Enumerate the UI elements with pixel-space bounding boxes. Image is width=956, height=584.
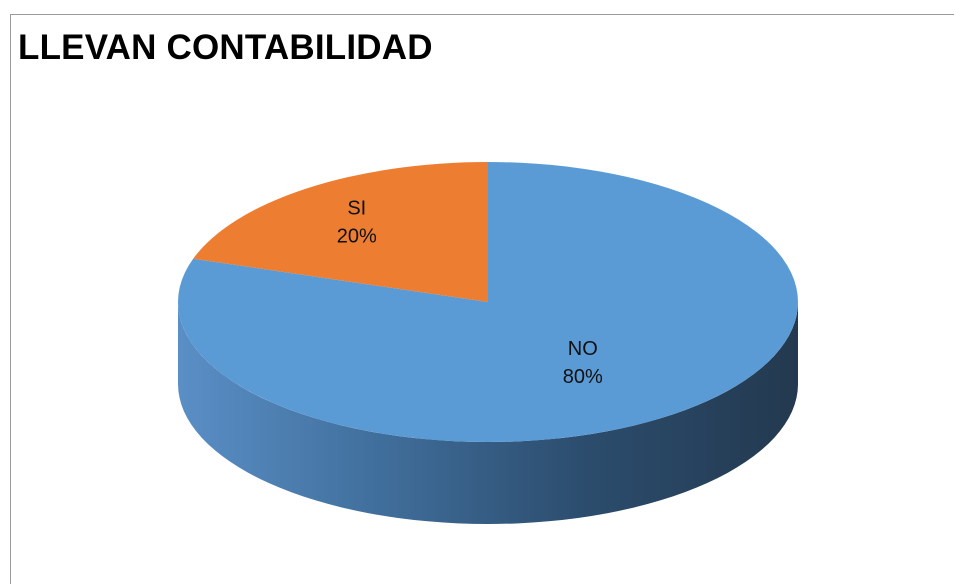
pie-slice-si (193, 162, 488, 302)
pie-labels: NO 80% SI 20% (337, 197, 603, 387)
pie-side-wall (178, 302, 798, 524)
chart-title: LLEVAN CONTABILIDAD (18, 28, 433, 67)
slice-label-si: SI 20% (337, 197, 377, 247)
pie-slices (178, 162, 799, 442)
slice-label-no: NO 80% (563, 338, 603, 388)
pie-side-wall-shape (178, 302, 798, 524)
